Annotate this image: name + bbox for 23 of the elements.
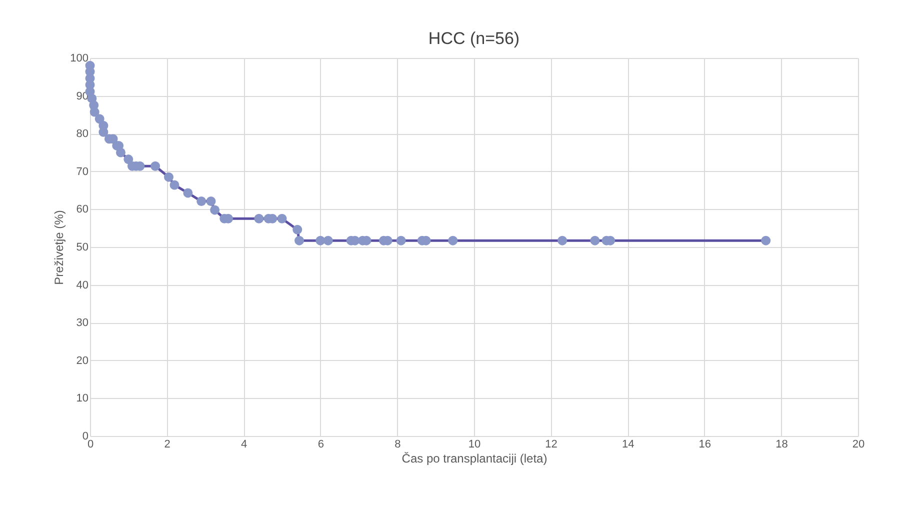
y-tick-label: 10 — [76, 392, 88, 405]
y-tick-label: 30 — [76, 317, 88, 330]
y-tick-label: 80 — [76, 128, 88, 140]
y-tick-label: 70 — [76, 166, 88, 178]
x-tick-label: 8 — [394, 438, 401, 450]
y-tick-label: 0 — [82, 430, 88, 442]
x-tick-label: 10 — [468, 438, 481, 450]
y-tick-label: 50 — [76, 242, 88, 254]
y-tick-label: 40 — [76, 279, 88, 292]
y-tick-label: 100 — [70, 52, 88, 64]
x-tick-label: 16 — [698, 438, 712, 450]
y-axis-title: Preživetje (%) — [52, 210, 66, 285]
x-tick-label: 2 — [164, 438, 170, 450]
x-axis-title: Čas po transplantaciji (leta) — [402, 452, 548, 466]
x-tick-label: 12 — [545, 438, 558, 450]
y-tick-label: 60 — [76, 204, 88, 216]
chart-title: HCC (n=56) — [428, 29, 520, 48]
x-tick-label: 4 — [241, 438, 248, 450]
x-tick-label: 14 — [622, 438, 634, 450]
x-tick-label: 18 — [776, 438, 788, 450]
x-tick-label: 20 — [852, 438, 865, 450]
y-tick-label: 20 — [76, 354, 88, 367]
x-tick-label: 6 — [318, 438, 324, 450]
